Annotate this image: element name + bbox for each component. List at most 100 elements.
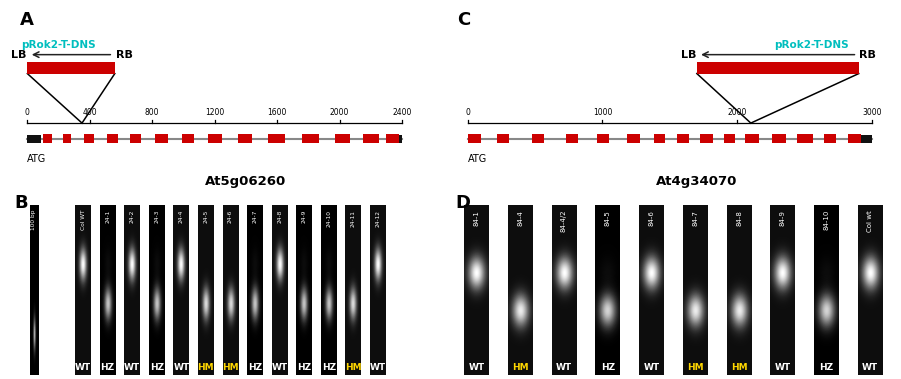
Text: pRok2-T-DNS: pRok2-T-DNS — [22, 41, 96, 50]
Bar — [468, 134, 481, 143]
Bar — [268, 134, 285, 143]
Bar — [566, 134, 578, 143]
Bar — [155, 134, 168, 143]
Text: 1200: 1200 — [205, 108, 224, 117]
Text: 84-6: 84-6 — [649, 210, 654, 226]
Bar — [824, 134, 836, 143]
Text: 84-9: 84-9 — [779, 210, 786, 226]
Bar — [84, 134, 95, 143]
Text: At4g34070: At4g34070 — [656, 175, 738, 188]
Text: A: A — [20, 11, 33, 29]
Bar — [677, 134, 688, 143]
Bar — [497, 134, 509, 143]
Bar — [848, 134, 861, 143]
Text: D: D — [455, 194, 470, 212]
Text: 800: 800 — [145, 108, 159, 117]
Bar — [745, 134, 759, 143]
Text: 24-9: 24-9 — [302, 210, 306, 223]
Bar — [182, 134, 195, 143]
Text: 2000: 2000 — [330, 108, 350, 117]
Text: HZ: HZ — [601, 363, 614, 372]
Bar — [208, 134, 223, 143]
Text: WT: WT — [862, 363, 878, 372]
Text: pRok2-T-DNS: pRok2-T-DNS — [774, 41, 849, 50]
Bar — [131, 134, 141, 143]
Bar — [796, 134, 813, 143]
Text: HM: HM — [345, 363, 361, 372]
Text: 24-6: 24-6 — [228, 210, 233, 223]
Text: LB: LB — [11, 50, 27, 60]
Bar — [238, 134, 252, 143]
Text: ATG: ATG — [468, 154, 487, 164]
Bar — [302, 134, 319, 143]
Bar — [627, 134, 641, 143]
Text: 2000: 2000 — [728, 108, 747, 117]
Text: WT: WT — [173, 363, 189, 372]
Text: ATG: ATG — [27, 154, 47, 164]
Text: WT: WT — [643, 363, 660, 372]
Text: HM: HM — [512, 363, 529, 372]
Text: HZ: HZ — [101, 363, 114, 372]
Text: 24-4: 24-4 — [179, 210, 184, 223]
Text: WT: WT — [556, 363, 572, 372]
Text: C: C — [457, 11, 470, 29]
Text: HM: HM — [197, 363, 214, 372]
Text: 1600: 1600 — [268, 108, 287, 117]
Text: - control: - control — [56, 210, 61, 234]
Text: WT: WT — [124, 363, 141, 372]
Text: - control: - control — [400, 210, 405, 234]
Text: HM: HM — [223, 363, 239, 372]
Bar — [387, 134, 399, 143]
Text: 84-8: 84-8 — [736, 210, 742, 226]
Text: 1000: 1000 — [593, 108, 612, 117]
Text: HZ: HZ — [248, 363, 262, 372]
Bar — [696, 62, 859, 74]
Text: WT: WT — [469, 363, 485, 372]
Bar — [63, 134, 71, 143]
Text: WT: WT — [775, 363, 791, 372]
Text: WT: WT — [271, 363, 287, 372]
Text: 84-7: 84-7 — [692, 210, 698, 226]
Text: 24-12: 24-12 — [376, 210, 380, 227]
Text: 24-7: 24-7 — [252, 210, 258, 223]
Text: Col wt: Col wt — [868, 210, 873, 232]
Bar — [772, 134, 786, 143]
Text: HM: HM — [731, 363, 747, 372]
Text: HZ: HZ — [150, 363, 164, 372]
Bar — [43, 134, 52, 143]
Text: HZ: HZ — [322, 363, 336, 372]
Bar — [335, 134, 350, 143]
Text: 0: 0 — [465, 108, 470, 117]
Text: 84-4: 84-4 — [517, 210, 523, 226]
Text: WT: WT — [370, 363, 386, 372]
Text: 24-11: 24-11 — [350, 210, 356, 227]
Text: 84-10: 84-10 — [824, 210, 830, 230]
Bar — [27, 135, 41, 143]
Bar — [724, 134, 734, 143]
Text: 24-10: 24-10 — [326, 210, 332, 227]
Text: 2400: 2400 — [392, 108, 412, 117]
Text: 24-8: 24-8 — [278, 210, 282, 223]
Text: RB: RB — [115, 50, 132, 60]
Bar — [532, 134, 544, 143]
Text: At5g06260: At5g06260 — [205, 175, 287, 188]
Text: 84-4/2: 84-4/2 — [561, 210, 567, 232]
Text: B: B — [14, 194, 28, 212]
Text: 84-1: 84-1 — [473, 210, 479, 226]
Text: LB: LB — [681, 50, 696, 60]
Bar — [107, 134, 118, 143]
Bar — [861, 135, 872, 143]
Text: Col WT: Col WT — [80, 210, 86, 230]
Text: 24-5: 24-5 — [204, 210, 208, 223]
Text: 24-2: 24-2 — [130, 210, 134, 223]
Bar — [27, 62, 114, 74]
Bar — [363, 134, 378, 143]
Text: 24-3: 24-3 — [154, 210, 159, 223]
Text: 84-5: 84-5 — [605, 210, 611, 226]
Text: WT: WT — [75, 363, 91, 372]
Bar — [597, 134, 609, 143]
Text: 24-1: 24-1 — [105, 210, 110, 223]
Text: 0: 0 — [25, 108, 30, 117]
Text: 3000: 3000 — [862, 108, 882, 117]
Bar — [699, 134, 713, 143]
